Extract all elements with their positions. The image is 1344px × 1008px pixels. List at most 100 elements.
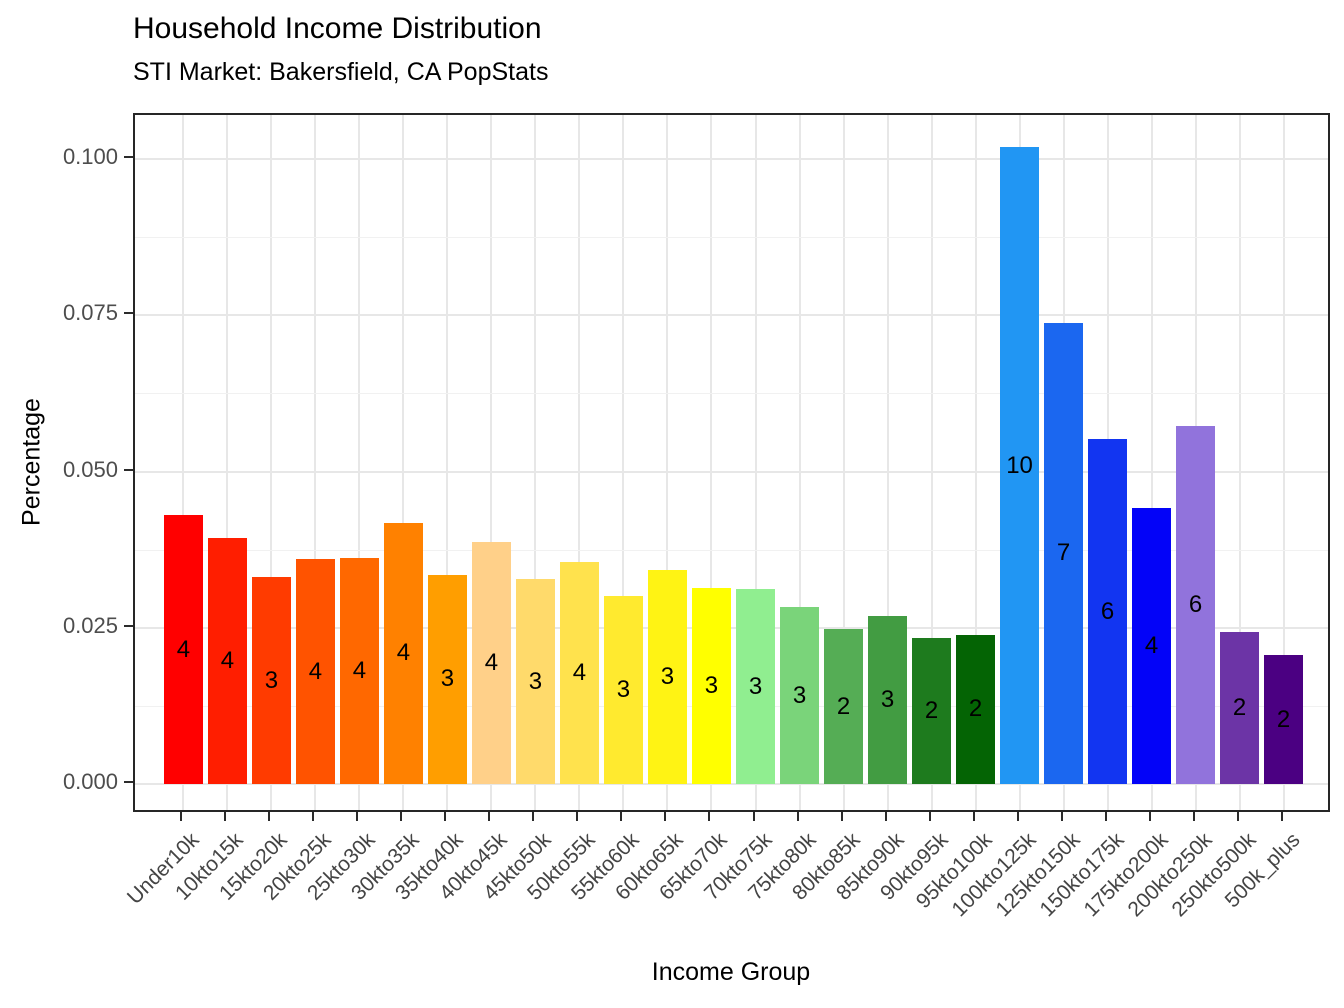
- gridline-x: [578, 115, 581, 810]
- bar: [471, 541, 512, 784]
- bar: [251, 577, 292, 784]
- bar: [1087, 439, 1128, 784]
- gridline-x: [270, 115, 273, 810]
- y-tick-label: 0.075: [62, 300, 118, 326]
- bar: [1043, 322, 1084, 784]
- bar-value-label: 3: [264, 666, 279, 694]
- bar-value-label: 4: [484, 648, 499, 676]
- gridline-major-y: [135, 158, 1328, 160]
- x-tick: [268, 812, 271, 821]
- x-tick: [356, 812, 359, 821]
- bar-value-label: 2: [1232, 694, 1247, 722]
- x-tick: [576, 812, 579, 821]
- gridline-x: [358, 115, 361, 810]
- gridline-x: [226, 115, 229, 810]
- x-tick: [1192, 812, 1195, 821]
- gridline-x: [402, 115, 405, 810]
- bar-value-label: 3: [528, 667, 543, 695]
- bar: [1131, 507, 1172, 784]
- gridline-minor-y: [135, 237, 1328, 239]
- x-tick: [664, 812, 667, 821]
- bar-value-label: 4: [220, 646, 235, 674]
- bar-value-label: 3: [748, 672, 763, 700]
- bar: [163, 515, 204, 784]
- bar: [603, 595, 644, 784]
- chart-panel: 4 4 3 4 4 4 3 4 3 4 3 3 3 3 3 2 3 2 2 10 7 6 4 6 2 2: [133, 113, 1330, 812]
- gridline-minor-y: [135, 705, 1328, 707]
- y-tick: [124, 156, 133, 158]
- bar-value-label: 10: [1006, 451, 1033, 479]
- bar: [295, 559, 336, 784]
- gridline-x: [446, 115, 449, 810]
- x-tick: [708, 812, 711, 821]
- gridline-x: [798, 115, 801, 810]
- x-tick: [488, 812, 491, 821]
- gridline-major-y: [135, 314, 1328, 317]
- gridline-major-y: [135, 626, 1328, 629]
- bar-value-label: 7: [1056, 539, 1071, 567]
- bar-value-label: 6: [1188, 590, 1203, 618]
- bar: [867, 615, 908, 784]
- bar-value-label: 4: [352, 657, 367, 685]
- gridline-x: [754, 115, 757, 810]
- bar-value-label: 2: [924, 697, 939, 725]
- gridline-x: [534, 115, 537, 810]
- gridline-x: [1238, 115, 1241, 810]
- x-tick: [444, 812, 447, 821]
- y-tick: [124, 468, 133, 471]
- gridline-major-y: [135, 783, 1328, 785]
- x-tick: [1280, 812, 1283, 821]
- gridline-minor-y: [135, 393, 1328, 395]
- x-tick: [224, 812, 227, 821]
- gridline-x: [974, 115, 977, 810]
- x-tick: [1236, 812, 1239, 821]
- x-tick: [840, 812, 843, 821]
- bar-value-label: 4: [308, 657, 323, 685]
- bar: [515, 579, 556, 784]
- bar: [779, 607, 820, 784]
- x-tick: [180, 812, 183, 821]
- bar-value-label: 4: [572, 659, 587, 687]
- bar: [207, 537, 248, 784]
- bar: [823, 629, 864, 784]
- x-axis-title: Income Group: [651, 958, 811, 986]
- gridline-x: [1282, 115, 1285, 810]
- gridline-x: [930, 115, 933, 810]
- bar: [911, 638, 952, 784]
- x-tick: [972, 812, 975, 821]
- x-tick: [620, 812, 623, 821]
- x-tick: [796, 812, 799, 821]
- gridline-x: [622, 115, 625, 810]
- y-tick-label: 0.100: [62, 144, 118, 169]
- bar: [339, 558, 380, 784]
- gridline-x: [314, 115, 317, 810]
- y-tick: [124, 312, 133, 315]
- x-tick: [884, 812, 887, 821]
- y-tick-label: 0.025: [62, 612, 118, 638]
- bar: [999, 147, 1040, 784]
- bar: [1263, 655, 1304, 784]
- x-tick: [1148, 812, 1151, 821]
- gridline-x: [666, 115, 669, 810]
- y-axis-title: Percentage: [17, 398, 46, 526]
- bar: [383, 522, 424, 784]
- bar-value-label: 6: [1100, 597, 1115, 625]
- x-tick: [532, 812, 535, 821]
- gridline-x: [886, 115, 889, 810]
- x-tick: [1104, 812, 1107, 821]
- bar-value-label: 3: [616, 675, 631, 703]
- bar: [647, 570, 688, 784]
- plot-subtitle: STI Market: Bakersfield, CA PopStats: [133, 58, 549, 86]
- gridline-major-y: [135, 470, 1328, 473]
- bar-value-label: 4: [1144, 631, 1159, 659]
- x-tick: [752, 812, 755, 821]
- gridline-x: [1150, 115, 1153, 810]
- x-tick: [312, 812, 315, 821]
- bar-value-label: 3: [704, 671, 719, 699]
- bar-value-label: 2: [836, 692, 851, 720]
- gridline-x: [182, 115, 185, 810]
- bar: [427, 574, 468, 784]
- bar: [735, 589, 776, 784]
- gridline-x: [842, 115, 845, 810]
- x-tick: [1016, 812, 1019, 821]
